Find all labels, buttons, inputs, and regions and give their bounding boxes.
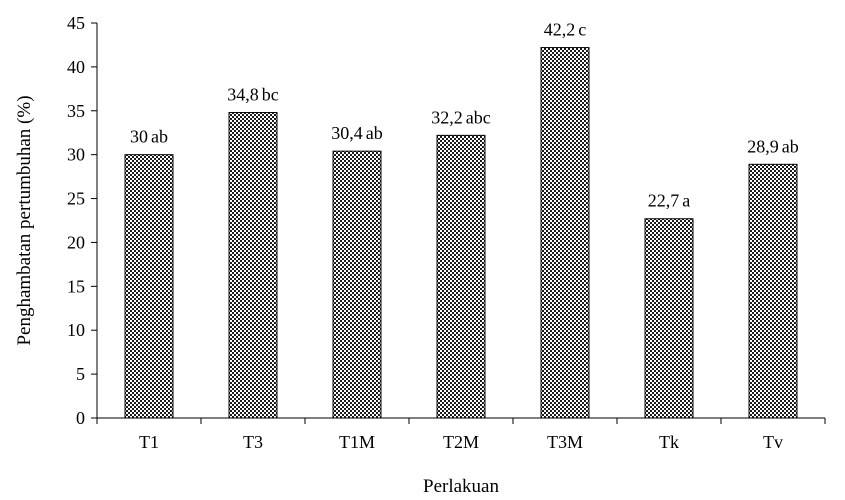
data-label-t1m: 30,4 ab xyxy=(331,123,383,143)
bar-t3 xyxy=(228,112,278,419)
data-label-t1: 30 ab xyxy=(130,127,168,147)
bar-t1m xyxy=(332,150,382,419)
x-category-label: T2M xyxy=(443,432,479,452)
x-axis-ticks: T1 T3 T1M T2M T3M Tk Tv xyxy=(96,418,826,452)
data-label-t3: 34,8 bc xyxy=(227,85,279,105)
y-tick-label: 45 xyxy=(67,13,85,33)
y-tick-label: 40 xyxy=(67,57,85,77)
bar-tk xyxy=(644,218,694,419)
x-category-label: T1 xyxy=(139,432,159,452)
data-label-tk: 22,7 a xyxy=(648,191,691,211)
bar-t3m xyxy=(540,47,590,419)
bar-t2m xyxy=(436,134,486,419)
x-category-label: T3 xyxy=(243,432,263,452)
data-labels-group: 30 ab 34,8 bc 30,4 ab 32,2 abc 42,2 c 22,7 a 28,9 ab xyxy=(130,20,799,211)
x-category-label: T1M xyxy=(339,432,375,452)
bars-group xyxy=(124,47,798,419)
x-category-label: T3M xyxy=(547,432,583,452)
y-tick-label: 25 xyxy=(67,189,85,209)
bar-tv xyxy=(748,163,798,419)
data-label-t2m: 32,2 abc xyxy=(431,107,490,127)
y-axis-title: Penghambatan pertumbuhan (%) xyxy=(14,95,35,345)
y-tick-label: 15 xyxy=(67,276,85,296)
y-tick-label: 10 xyxy=(67,320,85,340)
y-tick-label: 0 xyxy=(76,408,85,428)
x-category-label: Tk xyxy=(659,432,679,452)
y-tick-label: 5 xyxy=(76,364,85,384)
y-tick-label: 30 xyxy=(67,145,85,165)
y-tick-label: 35 xyxy=(67,101,85,121)
y-axis-ticks: 0 5 10 15 20 25 30 35 40 45 xyxy=(67,13,97,428)
data-label-tv: 28,9 ab xyxy=(747,136,799,156)
y-tick-label: 20 xyxy=(67,232,85,252)
x-category-label: Tv xyxy=(763,432,783,452)
bar-t1 xyxy=(124,154,174,419)
x-axis-title: Perlakuan xyxy=(423,476,499,497)
data-label-t3m: 42,2 c xyxy=(544,20,587,40)
